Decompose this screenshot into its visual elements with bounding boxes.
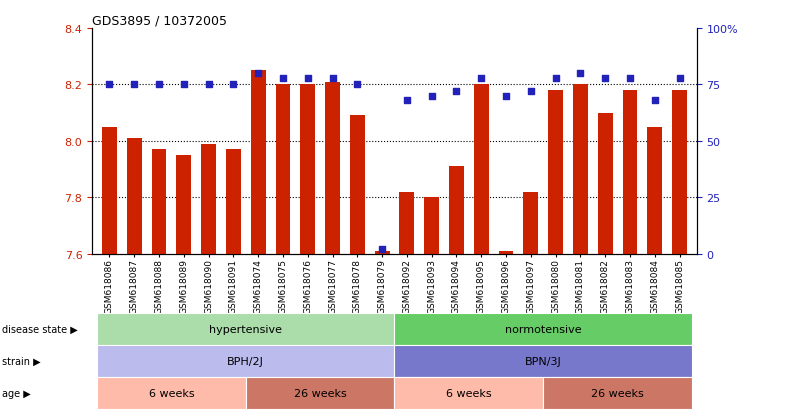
Bar	[474, 85, 489, 254]
Bar	[498, 251, 513, 254]
Point	[475, 75, 488, 82]
Bar	[176, 156, 191, 254]
Bar	[102, 127, 117, 254]
Point	[128, 82, 141, 88]
Text: age ▶: age ▶	[2, 388, 30, 398]
Point	[400, 97, 413, 104]
Text: normotensive: normotensive	[505, 324, 582, 335]
Bar	[151, 150, 167, 254]
Text: BPN/3J: BPN/3J	[525, 356, 562, 366]
Bar	[276, 85, 291, 254]
Bar	[251, 71, 266, 254]
Point	[450, 89, 463, 95]
Point	[623, 75, 636, 82]
Text: BPH/2J: BPH/2J	[227, 356, 264, 366]
Bar	[523, 192, 538, 254]
Point	[673, 75, 686, 82]
Point	[500, 93, 513, 100]
Bar	[201, 144, 216, 254]
Bar	[350, 116, 364, 254]
Point	[599, 75, 612, 82]
Bar	[400, 192, 414, 254]
Bar	[325, 82, 340, 254]
Point	[202, 82, 215, 88]
Point	[425, 93, 438, 100]
Point	[525, 89, 537, 95]
Bar	[672, 91, 687, 254]
Text: disease state ▶: disease state ▶	[2, 324, 78, 335]
Bar	[647, 127, 662, 254]
Text: 6 weeks: 6 weeks	[446, 388, 492, 398]
Point	[301, 75, 314, 82]
Point	[276, 75, 289, 82]
Text: strain ▶: strain ▶	[2, 356, 40, 366]
Point	[252, 71, 264, 77]
Bar	[226, 150, 241, 254]
Point	[177, 82, 190, 88]
Text: hypertensive: hypertensive	[209, 324, 282, 335]
Point	[351, 82, 364, 88]
Point	[376, 246, 388, 253]
Text: 6 weeks: 6 weeks	[149, 388, 194, 398]
Point	[326, 75, 339, 82]
Text: 26 weeks: 26 weeks	[591, 388, 644, 398]
Bar	[622, 91, 638, 254]
Bar	[127, 139, 142, 254]
Text: 26 weeks: 26 weeks	[294, 388, 347, 398]
Point	[648, 97, 661, 104]
Bar	[425, 198, 439, 254]
Bar	[573, 85, 588, 254]
Point	[574, 71, 587, 77]
Bar	[598, 113, 613, 254]
Bar	[548, 91, 563, 254]
Point	[153, 82, 166, 88]
Point	[549, 75, 562, 82]
Point	[227, 82, 239, 88]
Bar	[449, 167, 464, 254]
Bar	[300, 85, 315, 254]
Point	[103, 82, 116, 88]
Bar	[375, 251, 389, 254]
Text: GDS3895 / 10372005: GDS3895 / 10372005	[92, 15, 227, 28]
